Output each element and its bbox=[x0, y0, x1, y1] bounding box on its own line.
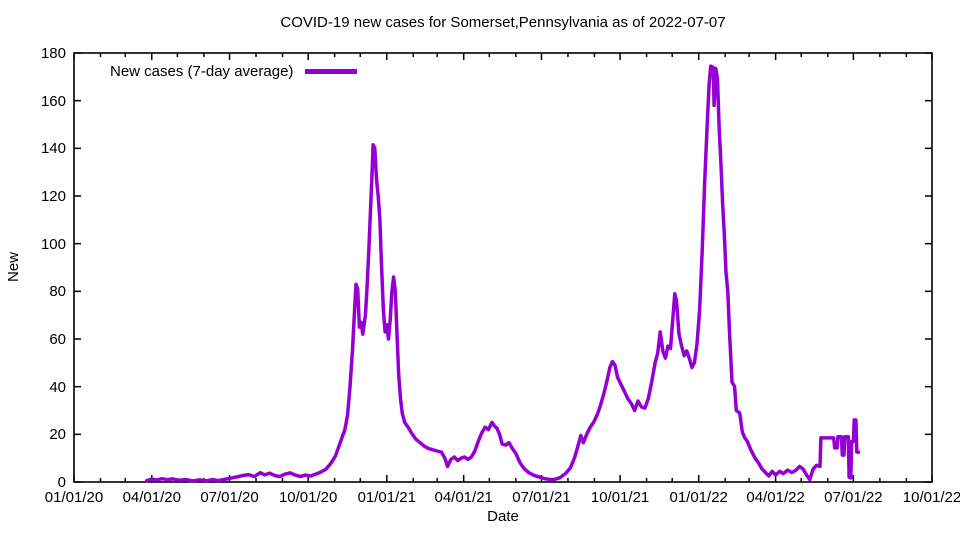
y-tick-label: 40 bbox=[49, 378, 66, 396]
y-tick-label: 20 bbox=[49, 426, 66, 444]
x-tick-label: 10/01/22 bbox=[902, 489, 960, 506]
chart-title: COVID-19 new cases for Somerset,Pennsylv… bbox=[280, 14, 726, 31]
x-tick-label: 01/01/22 bbox=[669, 489, 728, 506]
legend-line-sample bbox=[305, 68, 358, 74]
y-tick-label: 140 bbox=[40, 140, 66, 158]
x-tick-label: 07/01/22 bbox=[824, 489, 883, 506]
axis-ticks bbox=[73, 52, 933, 483]
y-tick-label: 160 bbox=[40, 92, 66, 110]
y-tick-label: 60 bbox=[49, 331, 66, 348]
x-tick-label: 07/01/20 bbox=[200, 489, 259, 506]
x-axis-label: Date bbox=[487, 508, 519, 525]
x-tick-label: 01/01/21 bbox=[357, 489, 416, 506]
x-tick-label: 04/01/22 bbox=[746, 489, 805, 506]
y-tick-label: 80 bbox=[49, 283, 66, 301]
x-tick-label: 01/01/20 bbox=[44, 489, 104, 506]
y-axis-label: New bbox=[5, 252, 22, 283]
y-tick-label: 120 bbox=[40, 188, 66, 205]
y-tick-label: 180 bbox=[40, 45, 66, 62]
x-tick-label: 10/01/20 bbox=[278, 489, 338, 506]
y-tick-label: 0 bbox=[57, 474, 66, 491]
legend: New cases (7-day average) bbox=[110, 62, 358, 80]
x-tick-label: 04/01/21 bbox=[434, 489, 493, 506]
plot-border bbox=[73, 52, 933, 483]
x-tick-label: 04/01/20 bbox=[122, 489, 181, 506]
series-line-new-cases bbox=[144, 64, 861, 483]
x-tick-label: 07/01/21 bbox=[512, 489, 571, 506]
y-tick-label: 100 bbox=[40, 235, 66, 253]
x-tick-label: 10/01/21 bbox=[590, 489, 650, 506]
legend-label: New cases (7-day average) bbox=[110, 62, 294, 80]
